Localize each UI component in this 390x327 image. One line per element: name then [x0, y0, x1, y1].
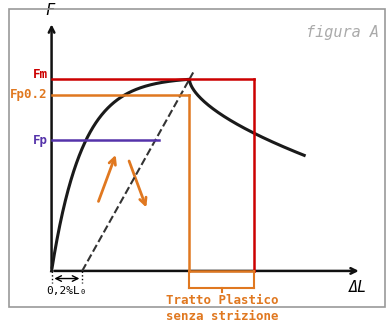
Text: figura A: figura A: [306, 25, 379, 40]
Text: 0,2%L₀: 0,2%L₀: [47, 286, 87, 296]
Text: ΔL: ΔL: [349, 280, 367, 295]
Text: Tratto Plastico
senza strizione: Tratto Plastico senza strizione: [166, 294, 278, 323]
Text: F: F: [45, 4, 54, 19]
Text: Fp: Fp: [33, 134, 48, 146]
Text: Fm: Fm: [33, 68, 48, 81]
Text: Fp0.2: Fp0.2: [10, 88, 48, 101]
